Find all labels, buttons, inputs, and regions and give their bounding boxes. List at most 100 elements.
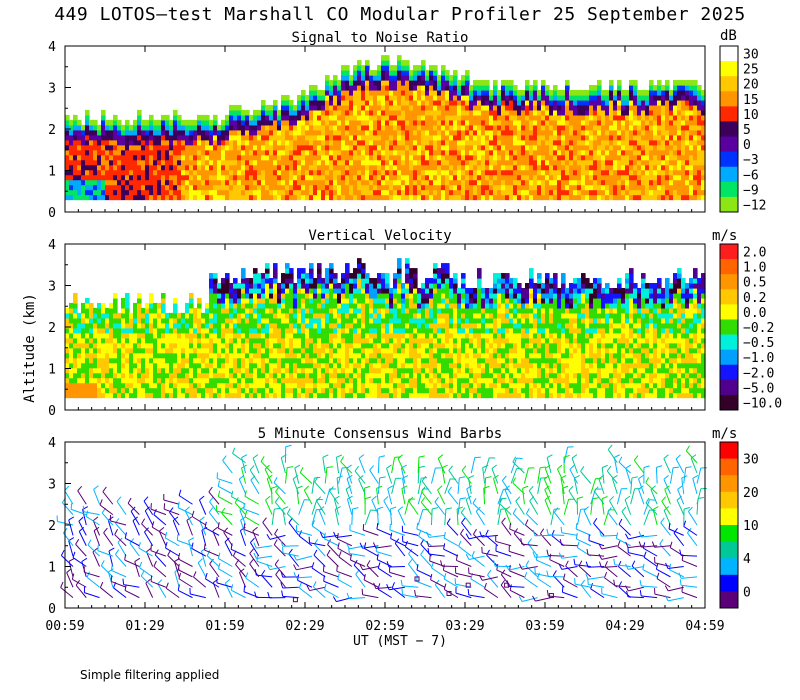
snr-cell: [601, 124, 606, 131]
snr-cell: [653, 159, 658, 166]
snr-cell: [353, 169, 358, 176]
snr-cell: [561, 104, 566, 111]
snr-cell: [697, 184, 702, 191]
snr-cell: [681, 184, 686, 191]
snr-cell: [365, 85, 370, 91]
vvel-cell: [85, 387, 90, 394]
snr-cell: [593, 129, 598, 136]
snr-cell: [513, 99, 518, 106]
snr-cell: [225, 139, 230, 146]
snr-cell: [453, 124, 458, 131]
vvel-cell: [89, 392, 94, 399]
vvel-cell: [141, 327, 146, 334]
vvel-cell: [173, 352, 178, 359]
vvel-cell: [177, 347, 182, 354]
snr-cell: [489, 189, 494, 196]
vvel-cell: [277, 347, 282, 354]
snr-cell: [425, 85, 430, 91]
snr-cell: [633, 104, 638, 111]
snr-cell: [573, 134, 578, 141]
snr-cell: [93, 134, 98, 141]
snr-cell: [373, 149, 378, 156]
snr-cell: [313, 149, 318, 156]
vvel-cell: [273, 372, 278, 379]
vvel-cell: [225, 377, 230, 384]
snr-cell: [357, 85, 362, 91]
snr-cell: [529, 149, 534, 156]
snr-cell: [589, 164, 594, 171]
snr-cell: [161, 119, 166, 126]
snr-cell: [649, 154, 654, 161]
snr-cell: [685, 144, 690, 151]
vvel-cell: [293, 317, 298, 324]
vvel-cell: [277, 292, 282, 299]
vvel-cell: [97, 392, 102, 399]
snr-cell: [357, 184, 362, 191]
vvel-cell: [89, 367, 94, 374]
snr-cell: [377, 94, 382, 101]
vvel-cell: [181, 317, 186, 324]
snr-cell: [377, 179, 382, 186]
snr-cell: [697, 189, 702, 196]
vvel-cell: [213, 357, 218, 364]
snr-cell: [477, 139, 482, 146]
vvel-cell: [277, 362, 282, 369]
snr-cell: [401, 184, 406, 191]
vvel-cell: [149, 312, 154, 319]
snr-cell: [133, 149, 138, 156]
vvel-cell: [317, 382, 322, 389]
snr-cell: [609, 144, 614, 151]
snr-cell: [69, 129, 74, 136]
snr-cell: [637, 174, 642, 181]
snr-cell: [561, 109, 566, 116]
vvel-cell: [213, 287, 218, 294]
snr-cell: [429, 154, 434, 161]
snr-cell: [69, 134, 74, 141]
snr-cell: [405, 109, 410, 116]
snr-cell: [545, 184, 550, 191]
snr-cell: [593, 184, 598, 191]
snr-cell: [217, 184, 222, 191]
snr-cell: [649, 169, 654, 176]
snr-cell: [341, 129, 346, 136]
snr-cell: [393, 159, 398, 166]
snr-cell: [581, 174, 586, 181]
vvel-cell: [193, 387, 198, 394]
snr-cell: [405, 85, 410, 91]
vvel-cell: [157, 322, 162, 329]
vvel-cell: [281, 367, 286, 374]
snr-cell: [545, 119, 550, 126]
snr-cell: [469, 104, 474, 111]
snr-cell: [297, 129, 302, 136]
snr-cell: [609, 164, 614, 171]
vvel-cell: [233, 352, 238, 359]
snr-cell: [397, 104, 402, 111]
snr-cell: [649, 194, 654, 201]
snr-cell: [265, 174, 270, 181]
snr-cell: [453, 149, 458, 156]
vvel-cell: [217, 387, 222, 394]
snr-cell: [577, 159, 582, 166]
snr-cell: [341, 189, 346, 196]
vvel-cell: [73, 362, 78, 369]
vvel-cell: [193, 332, 198, 339]
snr-cell: [549, 104, 554, 111]
snr-cell: [609, 85, 614, 91]
snr-cell: [545, 174, 550, 181]
snr-cell: [313, 129, 318, 136]
snr-cell: [237, 139, 242, 146]
snr-cell: [405, 149, 410, 156]
snr-cell: [473, 184, 478, 191]
vvel-cell: [109, 302, 114, 309]
snr-cell: [369, 89, 374, 96]
vvel-cell: [253, 327, 258, 334]
vvel-cell: [125, 327, 130, 334]
snr-cell: [269, 139, 274, 146]
snr-cell: [461, 89, 466, 96]
snr-cell: [273, 134, 278, 141]
vvel-cell: [285, 377, 290, 384]
snr-cell: [389, 75, 394, 81]
snr-cell: [437, 194, 442, 201]
snr-cell: [277, 114, 282, 121]
snr-cell: [681, 119, 686, 126]
